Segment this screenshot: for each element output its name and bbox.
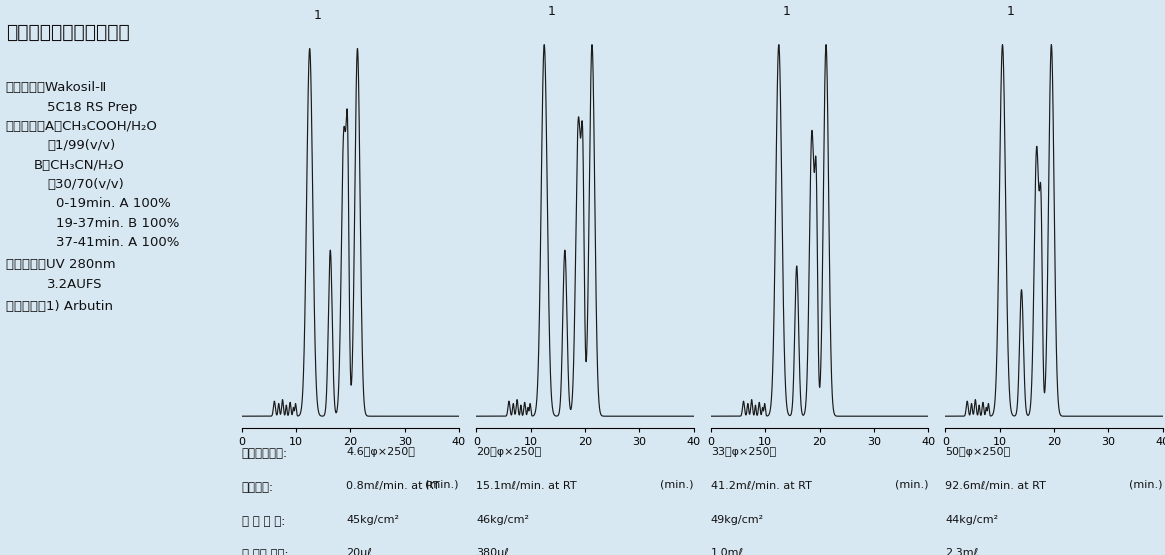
Text: 20㎜φ×250㎜: 20㎜φ×250㎜ xyxy=(476,447,542,457)
Text: 流　　速:: 流 速: xyxy=(242,481,274,494)
Text: 50㎜φ×250㎜: 50㎜φ×250㎜ xyxy=(946,447,1010,457)
Text: 1: 1 xyxy=(1007,5,1015,18)
Text: 4.6㎜φ×250㎜: 4.6㎜φ×250㎜ xyxy=(346,447,415,457)
Text: カ ラ ム 圧:: カ ラ ム 圧: xyxy=(242,514,285,528)
Text: アルブチンの分析・分取: アルブチンの分析・分取 xyxy=(6,23,129,42)
Text: 1.0mℓ: 1.0mℓ xyxy=(711,548,744,555)
Text: 3.2AUFS: 3.2AUFS xyxy=(48,278,103,290)
Text: 41.2mℓ/min. at RT: 41.2mℓ/min. at RT xyxy=(711,481,812,491)
Text: (min.): (min.) xyxy=(1129,480,1163,490)
Text: ＝30/70(v/v): ＝30/70(v/v) xyxy=(48,178,123,191)
Text: 1: 1 xyxy=(313,9,322,22)
Text: 33㎜φ×250㎜: 33㎜φ×250㎜ xyxy=(711,447,776,457)
Text: 46kg/cm²: 46kg/cm² xyxy=(476,514,529,524)
Text: 溶離液　：A；CH₃COOH/H₂O: 溶離液 ：A；CH₃COOH/H₂O xyxy=(6,120,157,133)
Text: 92.6mℓ/min. at RT: 92.6mℓ/min. at RT xyxy=(946,481,1046,491)
Text: (min.): (min.) xyxy=(661,480,693,490)
Text: 5C18 RS Prep: 5C18 RS Prep xyxy=(48,100,137,114)
Text: 20μℓ: 20μℓ xyxy=(346,548,372,555)
Text: 15.1mℓ/min. at RT: 15.1mℓ/min. at RT xyxy=(476,481,577,491)
Text: 充てん剤：Wakosil-Ⅱ: 充てん剤：Wakosil-Ⅱ xyxy=(6,81,107,94)
Text: 0.8mℓ/min. at RT: 0.8mℓ/min. at RT xyxy=(346,481,440,491)
Text: (min.): (min.) xyxy=(425,480,459,490)
Text: 380μℓ: 380μℓ xyxy=(476,548,509,555)
Text: 1: 1 xyxy=(548,5,556,18)
Text: ＝1/99(v/v): ＝1/99(v/v) xyxy=(48,139,115,152)
Text: 45kg/cm²: 45kg/cm² xyxy=(346,514,400,524)
Text: 2.3mℓ: 2.3mℓ xyxy=(946,548,979,555)
Text: 37-41min. A 100%: 37-41min. A 100% xyxy=(56,236,179,249)
Text: 19-37min. B 100%: 19-37min. B 100% xyxy=(56,216,179,230)
Text: 検出　　：UV 280nm: 検出 ：UV 280nm xyxy=(6,258,115,271)
Text: 注 　入 　量:: 注 入 量: xyxy=(242,548,288,555)
Text: B；CH₃CN/H₂O: B；CH₃CN/H₂O xyxy=(34,159,125,171)
Text: (min.): (min.) xyxy=(895,480,929,490)
Text: カラムサイズ:: カラムサイズ: xyxy=(242,447,288,460)
Text: サンプル：1) Arbutin: サンプル：1) Arbutin xyxy=(6,300,113,312)
Text: 0-19min. A 100%: 0-19min. A 100% xyxy=(56,198,171,210)
Text: 44kg/cm²: 44kg/cm² xyxy=(946,514,998,524)
Text: 1: 1 xyxy=(783,5,791,18)
Text: 49kg/cm²: 49kg/cm² xyxy=(711,514,764,524)
